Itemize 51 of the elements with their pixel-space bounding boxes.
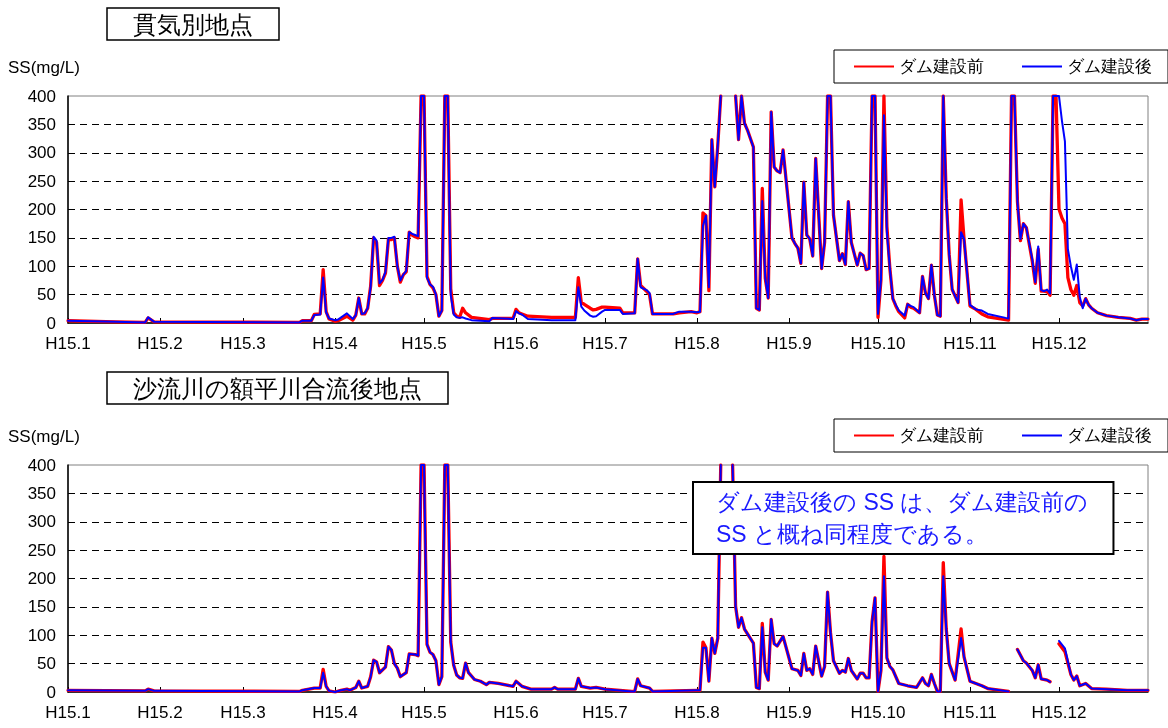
y-tick-label: 150	[27, 228, 56, 248]
chart-title: 貫気別地点	[133, 10, 253, 38]
y-axis-title: SS(mg/L)	[8, 58, 80, 77]
x-tick-label: H15.10	[850, 334, 906, 353]
y-tick-label: 350	[27, 483, 56, 503]
x-tick-label: H15.7	[582, 703, 628, 722]
x-tick-label: H15.12	[1031, 334, 1087, 353]
y-tick-label: 100	[27, 625, 56, 645]
x-tick-label: H15.6	[493, 334, 539, 353]
x-tick-label: H15.4	[312, 334, 358, 353]
x-tick-label: H15.8	[674, 334, 720, 353]
y-tick-label: 150	[27, 597, 56, 617]
legend-label: ダム建設前	[899, 57, 984, 76]
chart-title: 沙流川の額平川合流後地点	[133, 374, 422, 402]
x-tick-label: H15.2	[137, 334, 183, 353]
y-tick-label: 200	[27, 200, 56, 219]
x-tick-label: H15.3	[220, 334, 266, 353]
x-tick-label: H15.11	[943, 703, 997, 722]
legend-label: ダム建設前	[899, 426, 984, 445]
legend-label: ダム建設後	[1067, 426, 1152, 445]
x-tick-label: H15.10	[850, 703, 906, 722]
legend-label: ダム建設後	[1067, 57, 1152, 76]
x-tick-label: H15.9	[766, 334, 812, 353]
x-tick-label: H15.9	[766, 703, 812, 722]
y-axis-title: SS(mg/L)	[8, 427, 80, 446]
x-tick-label: H15.12	[1031, 703, 1087, 722]
y-tick-label: 0	[46, 682, 56, 702]
y-tick-label: 50	[37, 654, 56, 674]
y-tick-label: 50	[37, 285, 56, 305]
x-tick-label: H15.11	[943, 334, 997, 353]
x-tick-label: H15.7	[582, 334, 628, 353]
y-tick-label: 200	[27, 569, 56, 588]
x-tick-label: H15.2	[137, 703, 183, 722]
x-tick-label: H15.5	[401, 334, 447, 353]
x-tick-label: H15.5	[401, 703, 447, 722]
y-tick-label: 300	[27, 143, 56, 163]
y-tick-label: 350	[27, 114, 56, 134]
x-tick-label: H15.4	[312, 703, 358, 722]
x-tick-label: H15.1	[45, 334, 91, 353]
y-tick-label: 300	[27, 512, 56, 532]
annotation: ダム建設後の SS は、ダム建設前の SS と概ね同程度である。	[716, 489, 1089, 547]
y-tick-label: 100	[27, 256, 56, 276]
y-tick-label: 250	[27, 540, 56, 560]
y-tick-label: 0	[46, 313, 56, 333]
y-tick-label: 400	[27, 86, 56, 106]
y-tick-label: 400	[27, 455, 56, 475]
x-tick-label: H15.3	[220, 703, 266, 722]
x-tick-label: H15.1	[45, 703, 91, 722]
x-tick-label: H15.6	[493, 703, 539, 722]
y-tick-label: 250	[27, 171, 56, 191]
x-tick-label: H15.8	[674, 703, 720, 722]
